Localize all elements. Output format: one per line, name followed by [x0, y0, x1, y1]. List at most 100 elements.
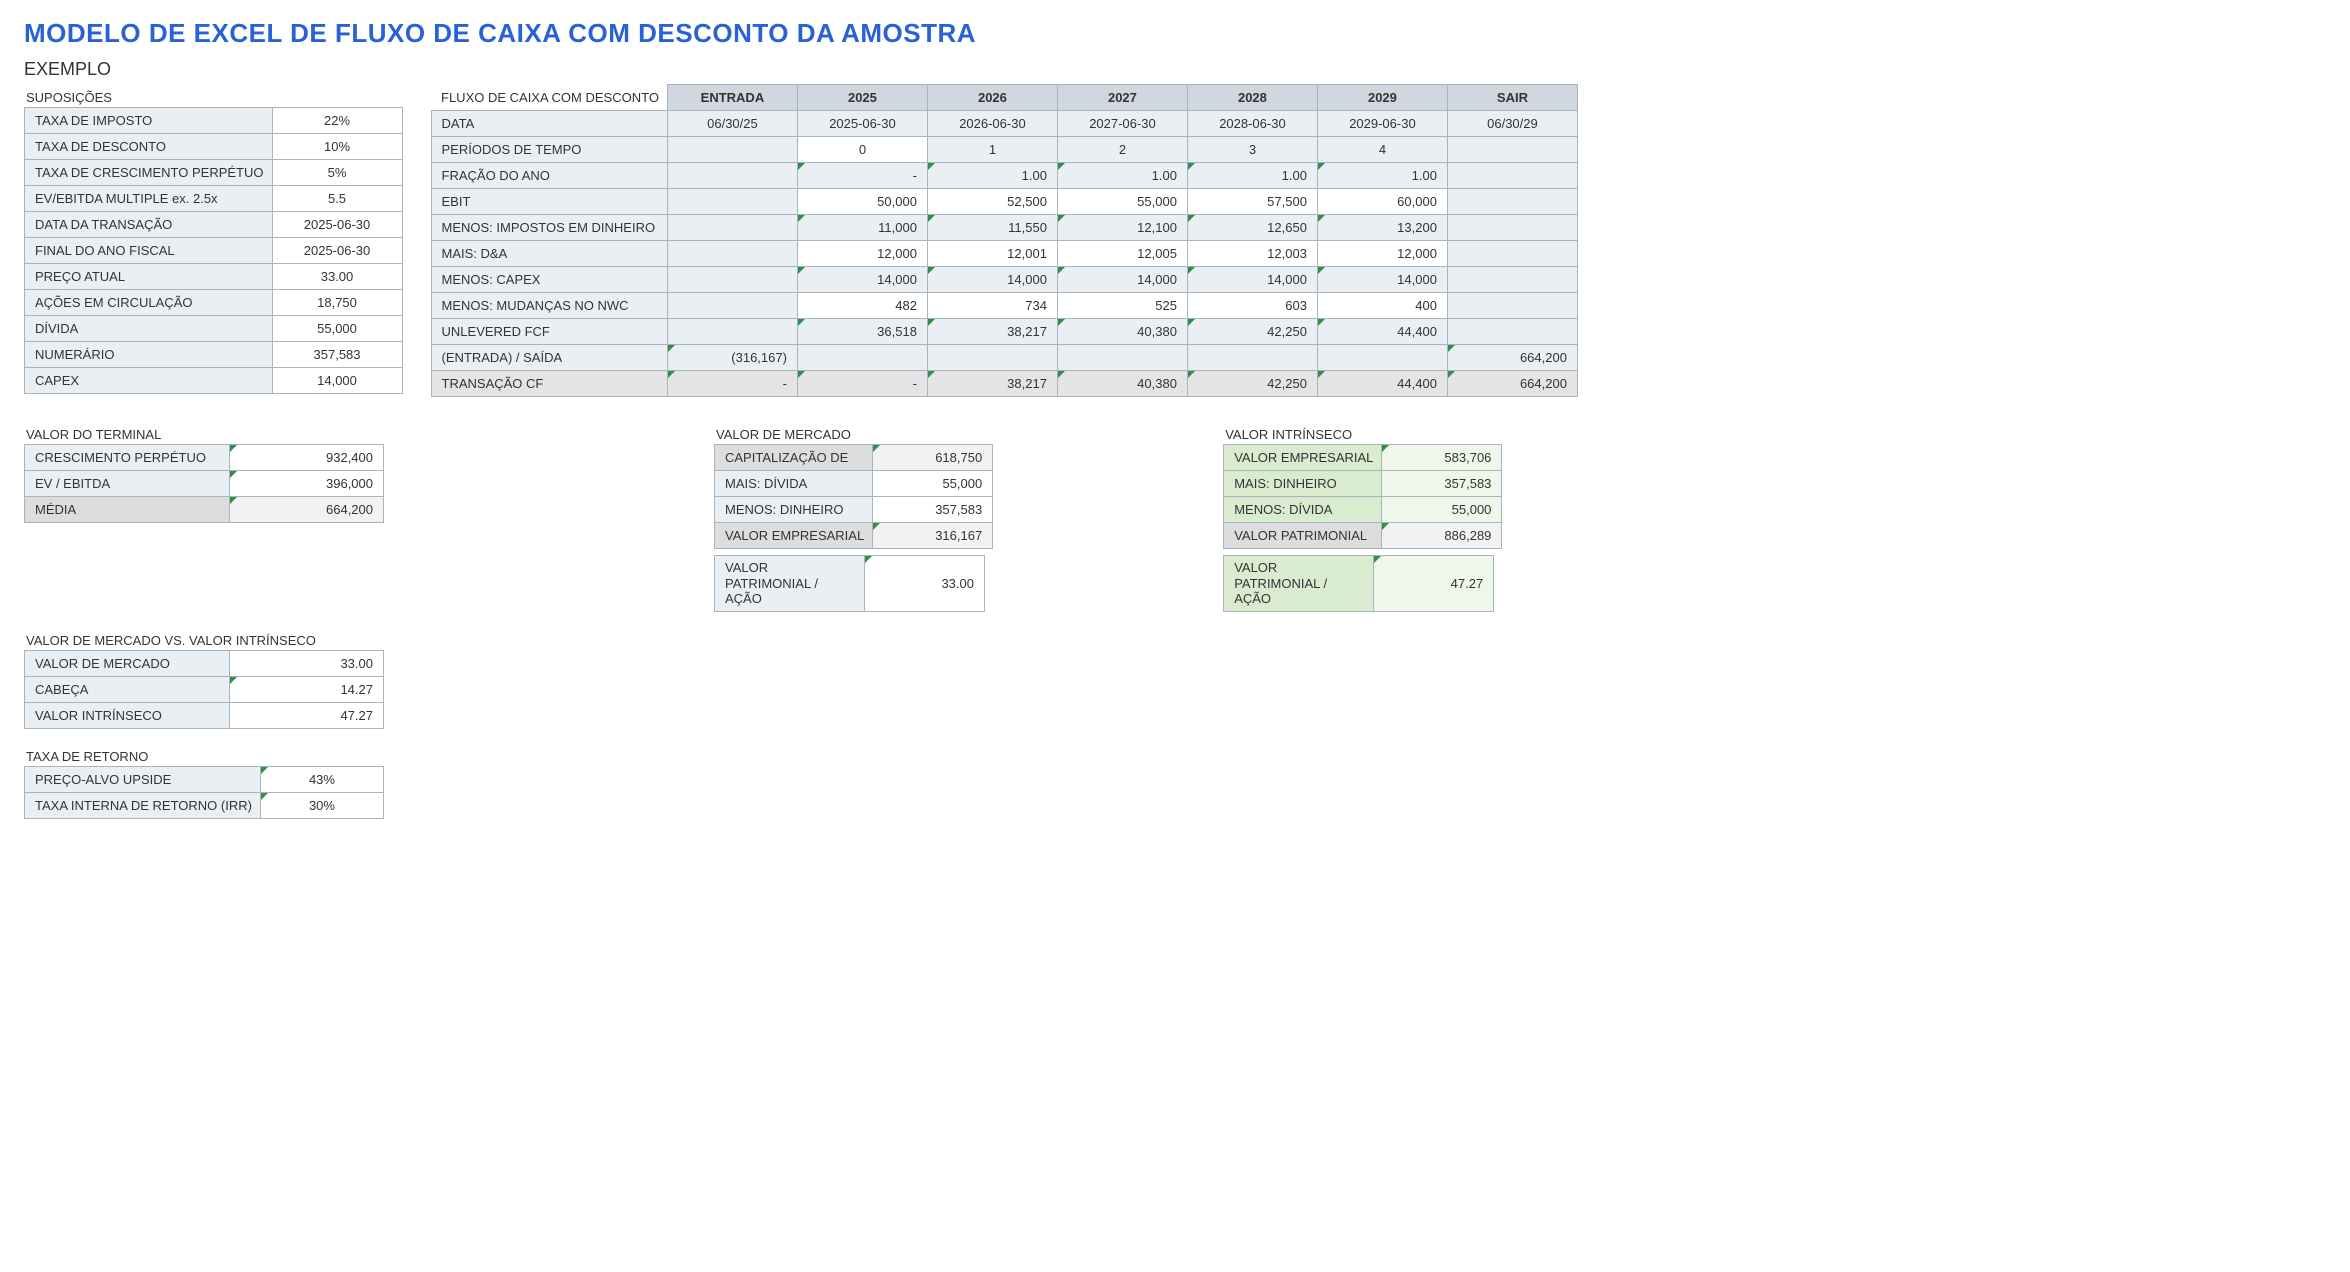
- cell: [667, 241, 797, 267]
- cell: 22%: [272, 108, 402, 134]
- cell: 0: [797, 137, 927, 163]
- cell: 36,518: [797, 319, 927, 345]
- assumptions-table: TAXA DE IMPOSTO22%TAXA DE DESCONTO10%TAX…: [24, 107, 403, 394]
- cell: FINAL DO ANO FISCAL: [25, 238, 273, 264]
- cell: [1447, 163, 1577, 189]
- cell: [1447, 241, 1577, 267]
- cell: TRANSAÇÃO CF: [431, 371, 667, 397]
- iv-pershare: VALOR PATRIMONIAL / AÇÃO47.27: [1223, 555, 1494, 612]
- cell: 316,167: [873, 523, 993, 549]
- cell: 3: [1187, 137, 1317, 163]
- cell: 482: [797, 293, 927, 319]
- cell: 40,380: [1057, 319, 1187, 345]
- cell: 664,200: [1447, 371, 1577, 397]
- cell: 886,289: [1382, 523, 1502, 549]
- cell: 40,380: [1057, 371, 1187, 397]
- cell: 583,706: [1382, 445, 1502, 471]
- cell: 52,500: [927, 189, 1057, 215]
- cell: 400: [1317, 293, 1447, 319]
- cell: PREÇO ATUAL: [25, 264, 273, 290]
- cell: 10%: [272, 134, 402, 160]
- cell: MENOS: IMPOSTOS EM DINHEIRO: [431, 215, 667, 241]
- cell: [1447, 215, 1577, 241]
- cell: 2025-06-30: [272, 238, 402, 264]
- cell: 1: [927, 137, 1057, 163]
- cell: VALOR EMPRESARIAL: [1224, 445, 1382, 471]
- cell: 57,500: [1187, 189, 1317, 215]
- page-subtitle: EXEMPLO: [24, 59, 2326, 80]
- cell: DATA DA TRANSAÇÃO: [25, 212, 273, 238]
- cell: MAIS: DINHEIRO: [1224, 471, 1382, 497]
- cell: VALOR INTRÍNSECO: [25, 703, 230, 729]
- cell: 932,400: [230, 445, 384, 471]
- cell: 2027: [1057, 85, 1187, 111]
- ror-heading: TAXA DE RETORNO: [26, 749, 384, 764]
- cell: 11,550: [927, 215, 1057, 241]
- cell: 30%: [260, 793, 383, 819]
- cell: [1447, 189, 1577, 215]
- cell: 734: [927, 293, 1057, 319]
- mv-table: CAPITALIZAÇÃO DE618,750MAIS: DÍVIDA55,00…: [714, 444, 993, 549]
- cell: 06/30/29: [1447, 111, 1577, 137]
- assumptions-heading: SUPOSIÇÕES: [26, 90, 403, 105]
- terminal-heading: VALOR DO TERMINAL: [26, 427, 384, 442]
- cell: [1447, 137, 1577, 163]
- cell: 12,650: [1187, 215, 1317, 241]
- cell: [1317, 345, 1447, 371]
- cell: MENOS: DÍVIDA: [1224, 497, 1382, 523]
- cell: MENOS: DINHEIRO: [715, 497, 873, 523]
- cell: [667, 293, 797, 319]
- cell: AÇÕES EM CIRCULAÇÃO: [25, 290, 273, 316]
- cell: 13,200: [1317, 215, 1447, 241]
- cell: 55,000: [873, 471, 993, 497]
- iv-table: VALOR EMPRESARIAL583,706MAIS: DINHEIRO35…: [1223, 444, 1502, 549]
- cell: MENOS: CAPEX: [431, 267, 667, 293]
- cell: 55,000: [272, 316, 402, 342]
- cell: 42,250: [1187, 371, 1317, 397]
- cell: -: [667, 371, 797, 397]
- cell: 357,583: [873, 497, 993, 523]
- cell: TAXA DE DESCONTO: [25, 134, 273, 160]
- cell: 2026: [927, 85, 1057, 111]
- cell: 1.00: [1187, 163, 1317, 189]
- cell: 603: [1187, 293, 1317, 319]
- cell: VALOR EMPRESARIAL: [715, 523, 873, 549]
- cell: ENTRADA: [667, 85, 797, 111]
- cell: 55,000: [1057, 189, 1187, 215]
- cell: 1.00: [1057, 163, 1187, 189]
- cell: VALOR DE MERCADO: [25, 651, 230, 677]
- cell: 12,000: [797, 241, 927, 267]
- cell: TAXA INTERNA DE RETORNO (IRR): [25, 793, 261, 819]
- cell: 2027-06-30: [1057, 111, 1187, 137]
- cell: VALOR PATRIMONIAL / AÇÃO: [715, 556, 865, 612]
- cell: 2026-06-30: [927, 111, 1057, 137]
- cell: [667, 163, 797, 189]
- cell: 525: [1057, 293, 1187, 319]
- cell: 5.5: [272, 186, 402, 212]
- cell: TAXA DE IMPOSTO: [25, 108, 273, 134]
- cell: FRAÇÃO DO ANO: [431, 163, 667, 189]
- cell: 4: [1317, 137, 1447, 163]
- cell: FLUXO DE CAIXA COM DESCONTO: [431, 85, 667, 111]
- cell: 38,217: [927, 319, 1057, 345]
- cell: 43%: [260, 767, 383, 793]
- cell: 47.27: [1374, 556, 1494, 612]
- cell: DATA: [431, 111, 667, 137]
- cell: VALOR PATRIMONIAL: [1224, 523, 1382, 549]
- cell: [667, 267, 797, 293]
- mv-pershare: VALOR PATRIMONIAL / AÇÃO33.00: [714, 555, 985, 612]
- cell: [1447, 319, 1577, 345]
- cell: 2: [1057, 137, 1187, 163]
- cell: [1447, 267, 1577, 293]
- cell: 12,100: [1057, 215, 1187, 241]
- iv-heading: VALOR INTRÍNSECO: [1225, 427, 1502, 442]
- cell: MÉDIA: [25, 497, 230, 523]
- cell: 06/30/25: [667, 111, 797, 137]
- cell: UNLEVERED FCF: [431, 319, 667, 345]
- cell: [797, 345, 927, 371]
- mvi-heading: VALOR DE MERCADO VS. VALOR INTRÍNSECO: [26, 633, 384, 648]
- cell: 2025-06-30: [272, 212, 402, 238]
- cell: 14,000: [1187, 267, 1317, 293]
- cell: 12,005: [1057, 241, 1187, 267]
- cell: 664,200: [230, 497, 384, 523]
